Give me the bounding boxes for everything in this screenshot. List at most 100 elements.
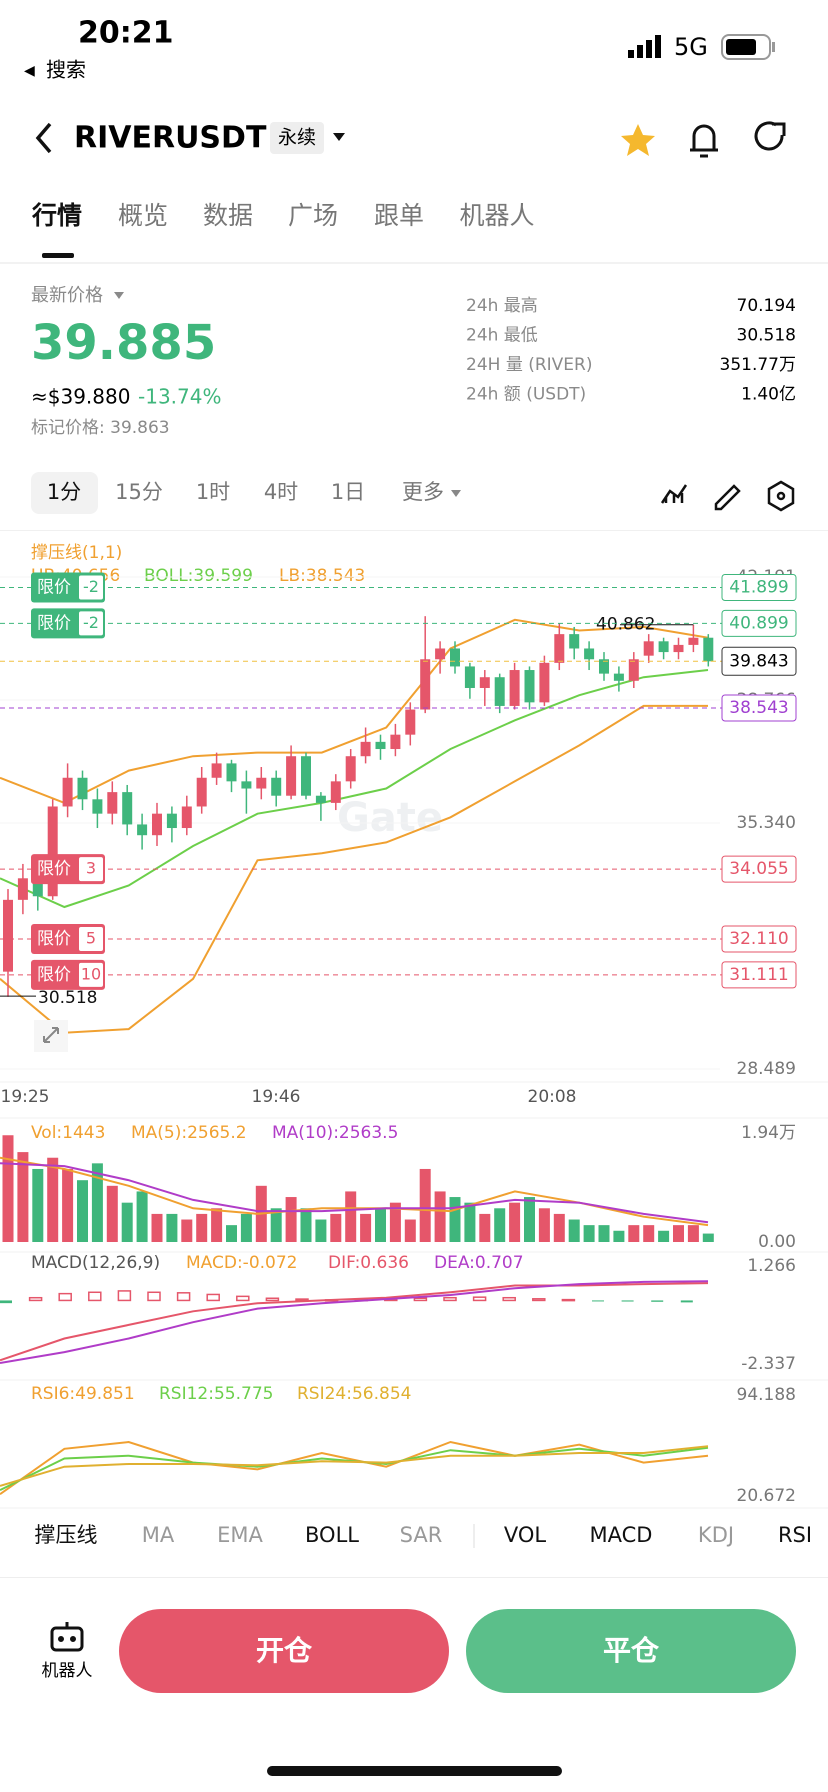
order-tag-label: 限价 [37, 929, 71, 949]
interval[interactable]: 4时 [264, 480, 298, 504]
volume-bar [211, 1208, 223, 1242]
candle-body [77, 777, 88, 800]
order-tag-label: 限价 [37, 965, 71, 985]
candle-body [524, 670, 535, 703]
interval-selected [31, 472, 98, 514]
interval[interactable]: 更多 [402, 480, 444, 504]
candle-body [315, 795, 326, 803]
indicator-tab[interactable]: VOL [504, 1523, 547, 1547]
indicator-tab[interactable]: KDJ [698, 1523, 734, 1547]
candle-body [673, 644, 684, 653]
contract-badge [270, 122, 324, 154]
order-tag-label: 限价 [37, 577, 71, 597]
rsi-legend: RSI6:49.851 [31, 1384, 135, 1404]
volume-bar [136, 1191, 148, 1242]
order-tag-label: 限价 [37, 859, 71, 879]
stat-label: 24h 最低 [466, 326, 538, 346]
candle-body [628, 659, 639, 681]
battery-icon [721, 34, 775, 60]
tab[interactable]: 行情 [31, 201, 82, 230]
volume-bar [524, 1197, 535, 1242]
candle-body [286, 756, 297, 796]
candle-body [405, 709, 416, 735]
favorite-icon[interactable] [621, 124, 655, 156]
volume-bar [702, 1233, 714, 1242]
interval[interactable]: 15分 [115, 480, 163, 504]
tab[interactable]: 机器人 [459, 201, 534, 230]
candle-body [32, 878, 43, 897]
back-button[interactable] [35, 122, 52, 154]
candle-body [301, 756, 311, 796]
high-label: 40.862 [596, 615, 655, 635]
chart-tools[interactable] [660, 480, 795, 512]
order-price-box [721, 855, 797, 883]
order-qty: 3 [86, 859, 96, 878]
tab[interactable]: 跟单 [374, 201, 424, 230]
volume-bar [17, 1152, 29, 1242]
macd-bar [443, 1296, 457, 1302]
share-icon[interactable] [754, 121, 786, 151]
symbol[interactable]: RIVERUSDT [74, 121, 267, 156]
volume-bar [2, 1135, 14, 1242]
macd-bar [236, 1295, 250, 1302]
macd-bar [117, 1290, 132, 1302]
robot-icon[interactable] [50, 1622, 84, 1652]
back-link[interactable]: 搜索 [46, 58, 86, 82]
open-label[interactable]: 开仓 [256, 1634, 313, 1667]
order-qty: 5 [86, 928, 96, 947]
legend-name: 撑压线(1,1) [31, 543, 122, 563]
candle-body [703, 637, 714, 662]
tab[interactable]: 数据 [203, 201, 253, 230]
volume-bar [538, 1208, 550, 1242]
bell-icon[interactable] [690, 124, 718, 158]
macd-legend: MACD:-0.072 [186, 1253, 298, 1273]
volume-bar [568, 1219, 580, 1242]
indicator-tab[interactable]: MA [142, 1523, 175, 1547]
indicator-tab[interactable]: 撑压线 [35, 1523, 98, 1547]
tab[interactable]: 广场 [288, 201, 338, 230]
volume-bar [673, 1225, 684, 1242]
indicator-tab[interactable]: EMA [217, 1523, 263, 1547]
close-button[interactable] [466, 1609, 796, 1693]
indicator-tab[interactable]: MACD [590, 1523, 653, 1547]
low-label: 30.518 [38, 988, 97, 1008]
tab[interactable]: 概览 [118, 201, 168, 230]
candle-body [122, 792, 133, 825]
close-label[interactable]: 平仓 [603, 1634, 660, 1667]
order-price-box [721, 609, 797, 637]
divider [0, 1577, 828, 1578]
volume-bar [434, 1191, 446, 1242]
volume-bar [628, 1225, 640, 1242]
robot-label[interactable]: 机器人 [42, 1661, 93, 1681]
candle-body [539, 662, 550, 703]
interval[interactable]: 1时 [196, 480, 230, 504]
volume-bar [509, 1202, 521, 1242]
stat-label: 24h 额 (USDT) [466, 385, 586, 405]
indicator-tab[interactable]: RSI [778, 1523, 812, 1547]
volume-bar [240, 1213, 252, 1242]
y-tick-label: 35.340 [737, 813, 796, 833]
interval[interactable]: 1日 [331, 480, 365, 504]
dropdown[interactable] [333, 133, 345, 141]
volume-bar [479, 1213, 491, 1242]
volume-bar [196, 1213, 208, 1242]
interval[interactable]: 1分 [47, 480, 81, 504]
dropdown [114, 292, 124, 299]
signal-icon [628, 35, 661, 58]
candle-body [241, 781, 252, 789]
order-qty-box [79, 575, 103, 600]
volume-bar [643, 1225, 655, 1242]
candle-body [152, 813, 162, 836]
back-arrow: ◀ [24, 63, 35, 79]
order-qty-box [79, 962, 103, 987]
expand-icon[interactable] [34, 1020, 68, 1052]
stat-label: 24h 最高 [466, 296, 538, 316]
order-price: 34.055 [729, 859, 788, 879]
indicator-tab[interactable]: SAR [400, 1523, 443, 1547]
macd-bar [592, 1300, 604, 1302]
macd-bar [621, 1300, 634, 1302]
indicator-tab[interactable]: BOLL [305, 1523, 359, 1547]
macd-bar [680, 1300, 693, 1303]
volume-legend: MA(5):2565.2 [131, 1123, 247, 1143]
open-button[interactable] [119, 1609, 449, 1693]
